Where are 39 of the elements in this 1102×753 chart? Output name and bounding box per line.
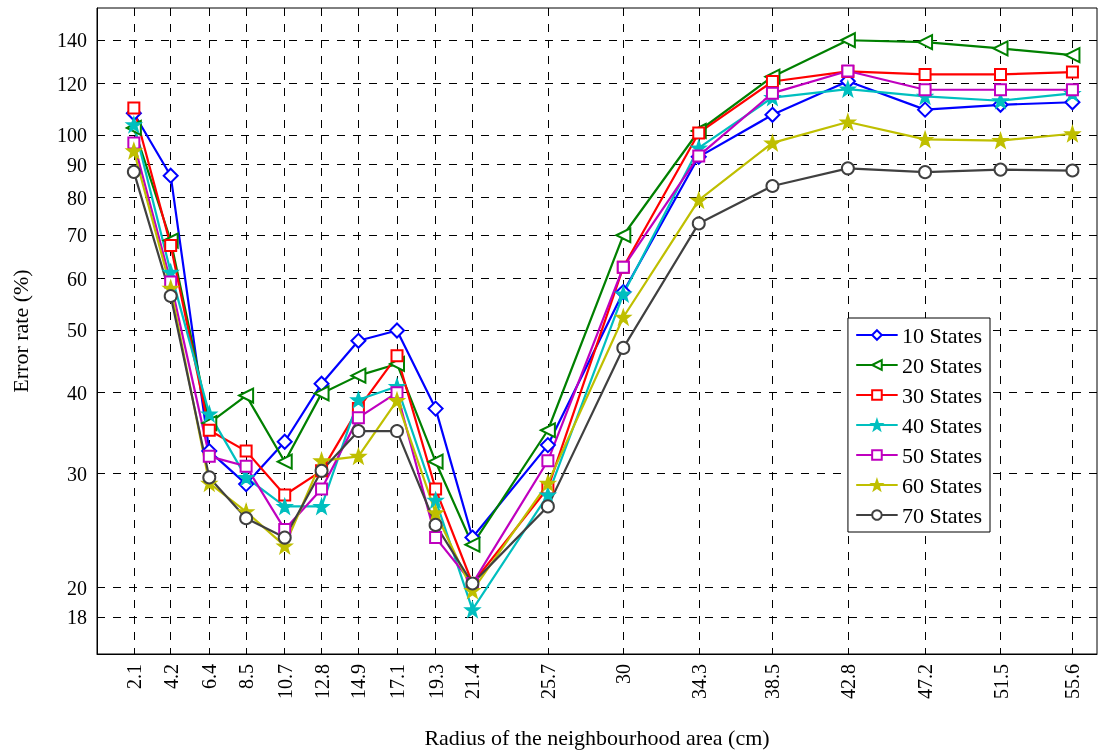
y-tick-label: 18 [67,606,87,629]
legend-label: 40 States [901,412,983,438]
x-tick-label: 55.6 [1061,664,1084,699]
x-tick-label: 19.3 [424,664,447,699]
x-tick-label: 2.1 [122,664,145,689]
y-tick-label: 30 [67,462,87,485]
legend-label: 50 States [901,442,983,468]
x-tick-label: 47.2 [914,664,937,699]
x-tick-label: 6.4 [198,664,221,689]
legend-label: 70 States [901,502,983,528]
x-tick-label: 10.7 [273,664,296,699]
y-tick-label: 40 [67,381,87,404]
y-tick-label: 60 [67,267,87,290]
legend-label: 20 States [901,352,983,378]
y-tick-label: 70 [67,224,87,247]
x-tick-label: 21.4 [461,664,484,699]
x-tick-label: 34.3 [687,664,710,699]
x-tick-label: 51.5 [989,664,1012,699]
x-tick-label: 14.9 [347,664,370,699]
x-tick-label: 30 [612,664,635,684]
x-axis-title: Radius of the neighbourhood area (cm) [424,724,770,750]
legend-label: 10 States [901,322,983,348]
legend-label: 30 States [901,382,983,408]
x-tick-label: 42.8 [836,664,859,699]
legend-label: 60 States [901,472,983,498]
x-tick-label: 25.7 [536,664,559,699]
y-tick-label: 50 [67,318,87,341]
y-tick-label: 80 [67,186,87,209]
y-tick-label: 120 [57,72,87,95]
y-tick-label: 140 [57,29,87,52]
y-tick-label: 100 [57,123,87,146]
x-tick-label: 17.1 [386,664,408,699]
x-tick-label: 4.2 [159,664,182,689]
y-tick-label: 20 [67,576,87,599]
y-axis-title: Error rate (%) [7,269,33,393]
y-tick-label: 90 [67,153,87,176]
x-tick-label: 8.5 [235,664,258,689]
x-tick-label: 38.5 [761,664,784,699]
x-tick-label: 12.8 [310,664,333,699]
